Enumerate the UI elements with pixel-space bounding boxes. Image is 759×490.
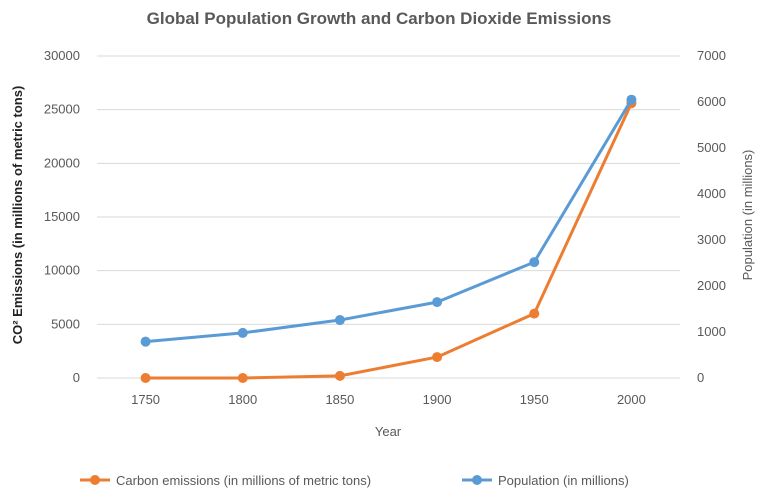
right-tick-label: 2000 <box>697 278 726 293</box>
x-tick-label: 2000 <box>617 392 646 407</box>
series-line <box>145 102 633 380</box>
x-axis-ticks: 1750 1800 1850 1900 1950 2000 <box>131 392 646 407</box>
left-tick-label: 20000 <box>44 155 80 170</box>
data-point <box>334 315 345 326</box>
data-point <box>432 352 443 363</box>
right-tick-label: 6000 <box>697 94 726 109</box>
gridlines <box>97 55 680 379</box>
x-tick-label: 1800 <box>228 392 257 407</box>
series-carbon-emissions <box>140 98 637 383</box>
data-point <box>140 336 151 347</box>
x-tick-label: 1900 <box>423 392 452 407</box>
legend-marker <box>90 475 100 485</box>
legend-label: Carbon emissions (in millions of metric … <box>116 473 371 488</box>
series-layer <box>140 94 637 383</box>
chart-title: Global Population Growth and Carbon Diox… <box>147 9 612 28</box>
left-tick-label: 10000 <box>44 263 80 278</box>
right-tick-label: 5000 <box>697 140 726 155</box>
x-tick-label: 1750 <box>131 392 160 407</box>
data-point <box>237 373 248 383</box>
data-point <box>529 308 540 319</box>
left-tick-label: 30000 <box>44 48 80 63</box>
x-tick-label: 1950 <box>520 392 549 407</box>
data-point <box>432 297 443 308</box>
x-tick-label: 1850 <box>325 392 354 407</box>
left-tick-label: 25000 <box>44 102 80 117</box>
right-tick-label: 4000 <box>697 186 726 201</box>
left-tick-label: 5000 <box>51 316 80 331</box>
right-tick-label: 7000 <box>697 48 726 63</box>
right-tick-label: 1000 <box>697 324 726 339</box>
legend-marker <box>472 475 482 485</box>
legend-item: Carbon emissions (in millions of metric … <box>80 473 371 488</box>
data-point <box>334 370 345 381</box>
left-axis-ticks: 0 5000 10000 15000 20000 25000 30000 <box>44 48 80 385</box>
series-line <box>145 98 633 344</box>
series-population <box>140 94 637 347</box>
data-point <box>237 327 248 338</box>
right-axis-ticks: 0 1000 2000 3000 4000 5000 6000 7000 <box>697 48 726 385</box>
data-point <box>140 373 151 383</box>
right-axis-title: Population (in millions) <box>740 150 755 281</box>
legend-item: Population (in millions) <box>462 473 629 488</box>
left-axis-title: CO² Emissions (in millions of metric ton… <box>10 86 25 345</box>
legend-label: Population (in millions) <box>498 473 629 488</box>
right-tick-label: 0 <box>697 370 704 385</box>
right-tick-label: 3000 <box>697 232 726 247</box>
left-tick-label: 0 <box>73 370 80 385</box>
left-tick-label: 15000 <box>44 209 80 224</box>
legend: Carbon emissions (in millions of metric … <box>80 473 629 488</box>
data-point <box>626 94 637 105</box>
data-point <box>529 257 540 268</box>
x-axis-title: Year <box>375 424 402 439</box>
